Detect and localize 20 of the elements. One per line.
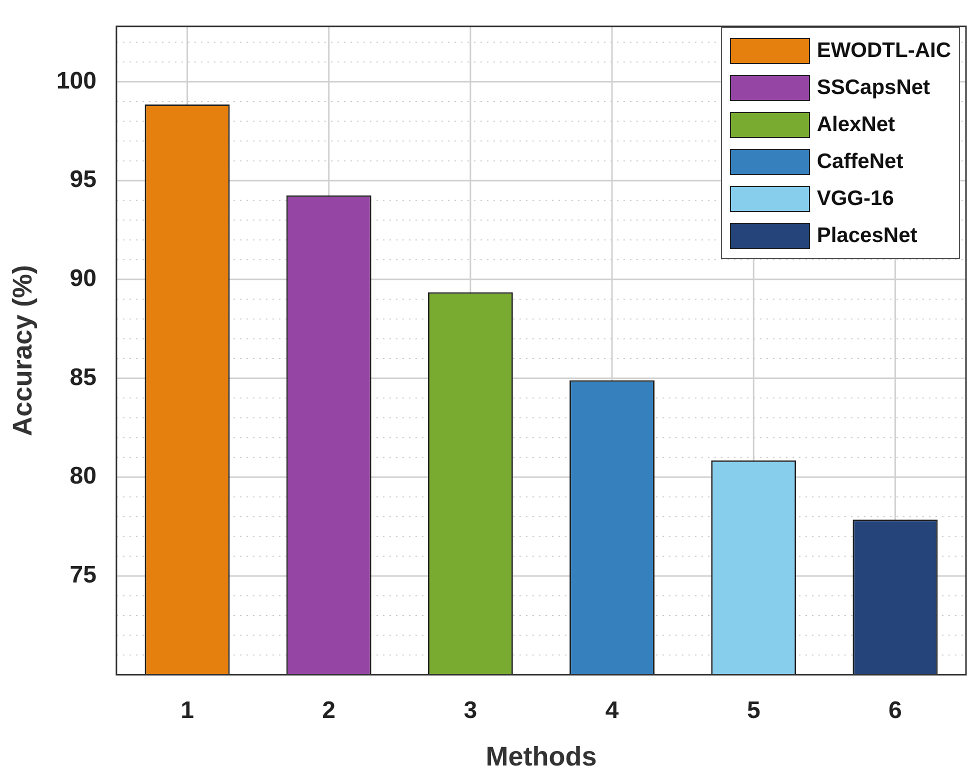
legend-label: SSCapsNet xyxy=(816,76,930,100)
y-axis-title: Accuracy (%) xyxy=(8,265,38,436)
legend-label: VGG-16 xyxy=(816,186,894,210)
y-tick-label: 90 xyxy=(70,265,96,292)
y-tick-label: 80 xyxy=(70,462,96,490)
x-tick-label: 4 xyxy=(605,696,620,724)
legend-label: EWODTL-AIC xyxy=(816,38,951,62)
x-tick-label: 1 xyxy=(180,696,194,724)
y-tick-label: 100 xyxy=(56,67,96,94)
y-tick-label: 85 xyxy=(70,364,96,391)
legend-label: CaffeNet xyxy=(816,150,904,174)
y-tick-label: 95 xyxy=(70,166,96,194)
x-tick-label: 5 xyxy=(746,696,760,724)
legend-label: PlacesNet xyxy=(816,224,918,248)
legend-label: AlexNet xyxy=(816,112,896,136)
x-tick-label: 6 xyxy=(888,696,902,724)
y-tick-label: 75 xyxy=(70,562,96,589)
x-tick-label: 3 xyxy=(464,696,478,724)
x-tick-label: 2 xyxy=(322,696,336,724)
x-axis-title: Methods xyxy=(486,741,597,772)
